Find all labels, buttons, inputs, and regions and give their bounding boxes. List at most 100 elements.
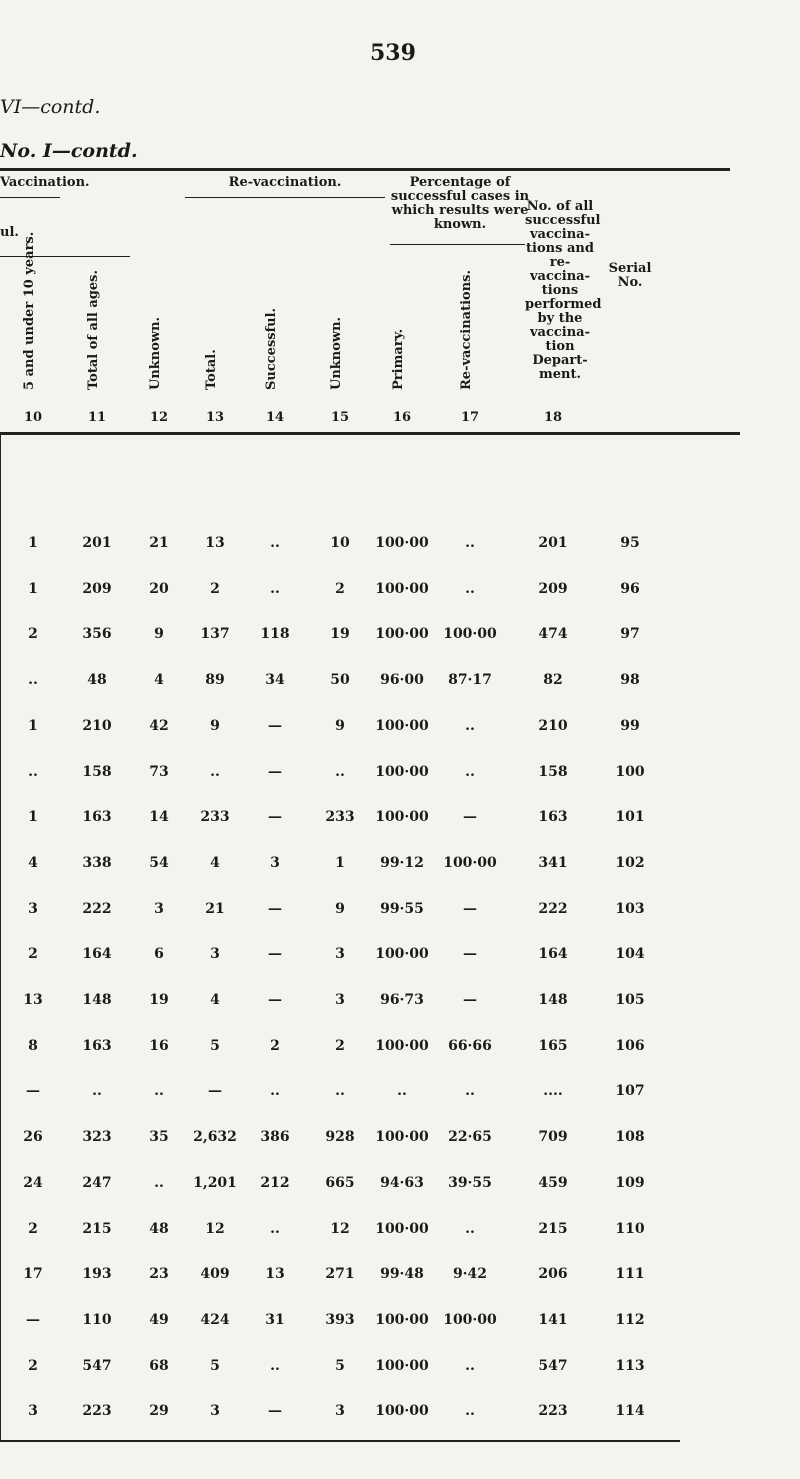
cell: 106 [615,1037,645,1054]
cell: .. [270,580,280,597]
cell: 42 [149,717,169,734]
cell: 3 [335,946,345,963]
cell: 34 [265,672,285,689]
cell: 100·00 [443,626,497,643]
cell: 13 [265,1266,285,1283]
cell: 163 [82,809,112,826]
cell: .. [465,580,475,597]
cell: 49 [149,1311,169,1328]
cell: 19 [330,626,350,643]
cell: 22·65 [448,1129,492,1146]
cell: 12 [205,1220,225,1237]
cell: 103 [615,900,645,917]
cell: 709 [538,1129,568,1146]
cell: 547 [538,1357,568,1374]
cell: 193 [82,1266,112,1283]
cell: 68 [149,1357,169,1374]
cell: 1 [335,854,345,871]
cell: 271 [325,1266,355,1283]
cell: 148 [82,992,112,1008]
cell: 2 [28,1357,38,1374]
cell: 212 [260,1174,290,1191]
cell: 148 [538,992,568,1008]
cell: — [268,1403,282,1420]
cell: 393 [325,1311,355,1328]
page-number: 539 [370,40,416,66]
cell: 210 [538,717,568,734]
cell: 99·12 [380,854,424,871]
cell: .. [465,1403,475,1420]
cell: 141 [538,1311,568,1328]
cell: 54 [149,854,169,871]
cell: .. [335,763,345,780]
cell: — [463,809,477,826]
cell: 3 [335,992,345,1008]
cell: .... [543,1083,563,1100]
cell: 2 [28,626,38,643]
cell: 13 [23,992,43,1008]
cell: — [208,1083,222,1100]
rule [0,432,1,1442]
cell: 665 [325,1174,355,1191]
cell: 206 [538,1266,568,1283]
cell: 100·00 [443,854,497,871]
cell: — [268,809,282,826]
cell: 48 [149,1220,169,1237]
cell: 100·00 [375,1311,429,1328]
cell: 99·55 [380,900,424,917]
rule [0,432,740,435]
cell: 96·73 [380,992,424,1008]
cell: 13 [205,535,225,551]
cell: .. [397,1083,407,1100]
cell: 100·00 [375,1403,429,1420]
cell: 137 [200,626,230,643]
group-header: No. of all successful vaccina-tions and … [525,199,602,382]
cell: 158 [82,763,112,780]
cell: .. [465,1220,475,1237]
cell: 341 [538,854,568,871]
cell: 233 [200,809,230,826]
cell: 9 [335,717,345,734]
cell: 209 [538,580,568,597]
cell: 100·00 [375,1037,429,1054]
cell: 66·66 [448,1037,492,1054]
cell: 100·00 [375,1129,429,1146]
cell: 2,632 [193,1129,237,1146]
cell: 2 [28,946,38,963]
cell: 165 [538,1037,568,1054]
cell: 209 [82,580,112,597]
cell: 158 [538,763,568,780]
cell: .. [270,1083,280,1100]
cell: 39·55 [448,1174,492,1191]
cell: 73 [149,763,169,780]
cell: 109 [615,1174,645,1191]
cell: 23 [149,1266,169,1283]
cell: 338 [82,854,112,871]
cell: .. [154,1174,164,1191]
cell: 928 [325,1129,355,1146]
cell: 3 [270,854,280,871]
cell: 356 [82,626,112,643]
cell: 424 [200,1311,230,1328]
column-header: Primary. [391,328,406,390]
cell: 12 [330,1220,350,1237]
cell: 17 [23,1266,43,1283]
cell: 100·00 [375,1357,429,1374]
cell: 4 [28,854,38,871]
cell: 10 [330,535,350,551]
cell: 96·00 [380,672,424,689]
cell: — [26,1311,40,1328]
column-number: 13 [205,410,225,425]
cell: 100·00 [375,1220,429,1237]
cell: .. [28,672,38,689]
cell: — [463,946,477,963]
cell: 2 [28,1220,38,1237]
cell: 100·00 [375,535,429,551]
cell: 100·00 [375,626,429,643]
column-number: 18 [543,410,563,425]
cell: .. [465,1083,475,1100]
column-header: 5 and under 10 years. [22,231,37,390]
cell: 2 [335,1037,345,1054]
cell: .. [335,1083,345,1100]
cell: 3 [28,900,38,917]
